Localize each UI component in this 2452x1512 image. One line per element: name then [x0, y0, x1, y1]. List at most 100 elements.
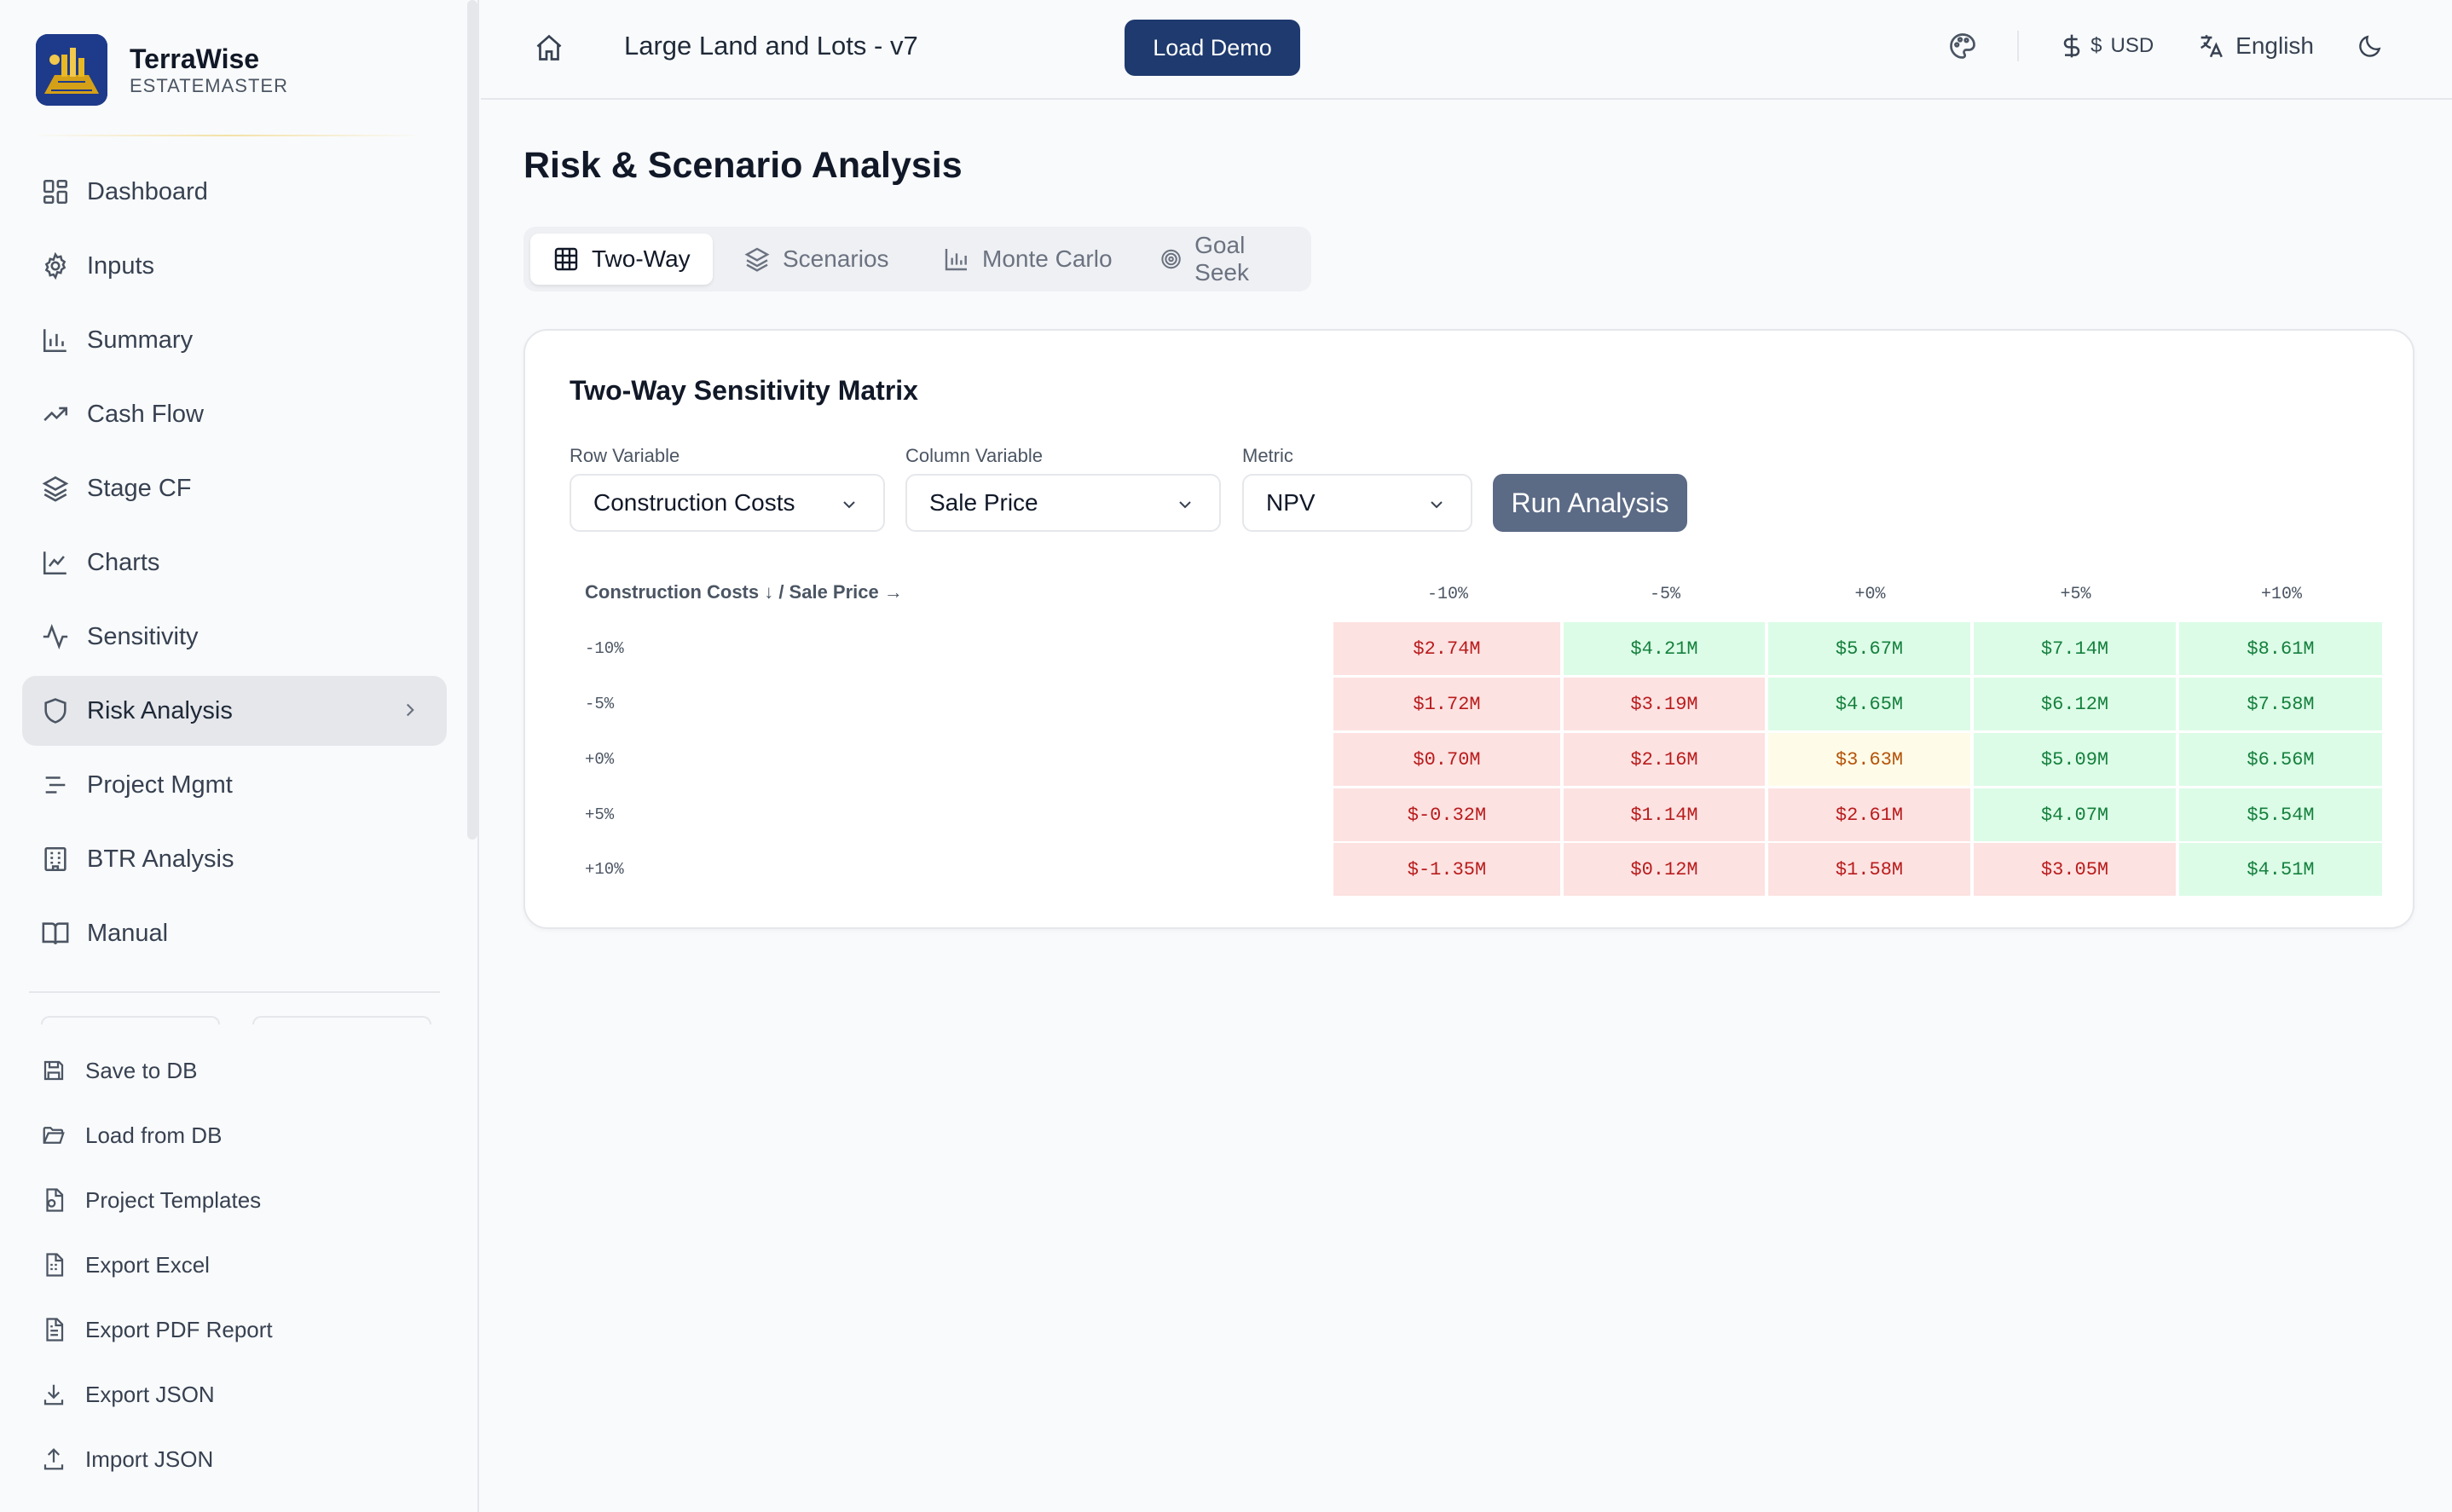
sidebar-item-manual[interactable]: Manual — [22, 898, 447, 968]
sidebar-collapsed-control[interactable] — [252, 1016, 431, 1024]
tab-two-way[interactable]: Two-Way — [530, 234, 713, 285]
export-json-button[interactable]: Export JSON — [41, 1362, 273, 1427]
layers-icon — [744, 247, 770, 272]
column-variable-label: Column Variable — [905, 445, 1044, 466]
tab-label: Goal Seek — [1194, 232, 1249, 286]
run-analysis-button[interactable]: Run Analysis — [1493, 474, 1687, 532]
matrix-cell: $-0.32M — [1333, 788, 1560, 841]
matrix-cell: $1.58M — [1768, 843, 1970, 896]
action-label: Project Templates — [85, 1186, 262, 1213]
spreadsheet-icon — [46, 1253, 64, 1277]
chevron-down-icon — [1431, 501, 1443, 509]
save-to-db-button[interactable]: Save to DB — [41, 1038, 273, 1103]
bar-chart-icon — [43, 329, 67, 353]
template-icon — [46, 1188, 64, 1212]
load-from-db-button[interactable]: Load from DB — [41, 1103, 273, 1168]
sidebar-actions: Save to DB Load from DB Project Template… — [41, 1038, 273, 1492]
sidebar-item-stage-cf[interactable]: Stage CF — [22, 453, 447, 523]
sidebar-nav: Dashboard Inputs Summary Cash Flow Stage… — [22, 157, 447, 972]
gear-icon — [44, 251, 67, 280]
matrix-corner-label: Construction Costs ↓ / Sale Price → — [585, 581, 903, 603]
sidebar-item-dashboard[interactable]: Dashboard — [22, 157, 447, 227]
tab-goal-seek[interactable]: Goal Seek — [1137, 232, 1311, 286]
building-icon — [44, 846, 67, 872]
line-chart-icon — [43, 551, 67, 575]
column-variable-select[interactable]: Sale Price — [905, 474, 1221, 532]
sidebar-divider — [29, 991, 440, 993]
sidebar-item-label: Inputs — [87, 251, 154, 280]
sidebar-item-label: Summary — [87, 326, 194, 354]
sidebar-scrollbar[interactable] — [467, 0, 477, 840]
matrix-cell: $2.16M — [1564, 733, 1765, 786]
metric-select[interactable]: NPV — [1242, 474, 1472, 532]
sidebar-item-summary[interactable]: Summary — [22, 305, 447, 375]
sidebar-item-label: Cash Flow — [87, 400, 204, 428]
chevron-right-icon — [406, 703, 414, 717]
action-label: Load from DB — [85, 1122, 223, 1148]
export-pdf-report-button[interactable]: Export PDF Report — [41, 1297, 273, 1362]
sidebar-item-risk-analysis[interactable]: Risk Analysis — [22, 676, 447, 746]
sidebar-item-cash-flow[interactable]: Cash Flow — [22, 379, 447, 449]
matrix-row-header: -5% — [585, 695, 615, 713]
target-icon — [1161, 249, 1181, 269]
sidebar-item-label: Manual — [87, 919, 169, 947]
language-label: English — [2235, 32, 2314, 59]
import-json-button[interactable]: Import JSON — [41, 1427, 273, 1492]
sidebar-item-label: Stage CF — [87, 474, 192, 502]
sidebar-item-inputs[interactable]: Inputs — [22, 231, 447, 301]
home-icon[interactable] — [534, 32, 564, 63]
language-selector[interactable]: English — [2196, 32, 2314, 61]
load-demo-button[interactable]: Load Demo — [1125, 20, 1300, 76]
sidebar-collapsed-control[interactable] — [41, 1016, 220, 1024]
sidebar-item-label: Project Mgmt — [87, 770, 233, 799]
action-label: Export JSON — [85, 1381, 215, 1407]
analysis-tabs: Two-Way Scenarios Monte Carlo Goal Seek — [523, 227, 1311, 291]
project-title: Large Land and Lots - v7 — [624, 31, 918, 61]
save-icon — [43, 1060, 64, 1081]
page-title: Risk & Scenario Analysis — [523, 145, 963, 186]
table-icon — [554, 247, 578, 271]
folder-open-icon — [43, 1127, 65, 1144]
matrix-cell: $2.74M — [1333, 622, 1560, 675]
sidebar-item-project-mgmt[interactable]: Project Mgmt — [22, 750, 447, 820]
sidebar-item-charts[interactable]: Charts — [22, 528, 447, 597]
tab-monte-carlo[interactable]: Monte Carlo — [921, 234, 1135, 285]
matrix-column-header: -5% — [1649, 585, 1680, 604]
sidebar-item-btr-analysis[interactable]: BTR Analysis — [22, 824, 447, 894]
matrix-cell: $1.72M — [1333, 678, 1560, 730]
matrix-cell: $6.56M — [2179, 733, 2382, 786]
header-controls: $ USD English — [1947, 31, 2384, 61]
upload-icon — [43, 1448, 64, 1470]
sidebar-item-label: Risk Analysis — [87, 696, 233, 724]
matrix-cell: $7.14M — [1974, 622, 2176, 675]
action-label: Export Excel — [85, 1251, 210, 1278]
project-templates-button[interactable]: Project Templates — [41, 1168, 273, 1232]
palette-icon[interactable] — [1947, 31, 1978, 61]
currency-symbol: $ — [2091, 34, 2102, 57]
matrix-cell: $5.09M — [1974, 733, 2176, 786]
sidebar: TerraWise ESTATEMASTER Dashboard Inputs … — [0, 0, 479, 1512]
tab-label: Scenarios — [783, 245, 889, 272]
sensitivity-card: Two-Way Sensitivity Matrix Row Variable … — [523, 329, 2414, 929]
matrix-row-header: +10% — [585, 860, 624, 879]
list-icon — [45, 776, 66, 794]
moon-icon[interactable] — [2357, 32, 2384, 60]
download-icon — [43, 1384, 64, 1405]
brand-name: TerraWise — [130, 43, 260, 74]
brand[interactable]: TerraWise ESTATEMASTER — [36, 34, 288, 106]
file-text-icon — [46, 1318, 64, 1342]
matrix-cell: $4.07M — [1974, 788, 2176, 841]
matrix-cell: $5.67M — [1768, 622, 1970, 675]
matrix-cell: $4.51M — [2179, 843, 2382, 896]
currency-code: USD — [2110, 34, 2154, 57]
matrix-cell: $2.61M — [1768, 788, 1970, 841]
matrix-column-header: +5% — [2060, 585, 2091, 604]
layers-icon — [42, 476, 69, 502]
export-excel-button[interactable]: Export Excel — [41, 1232, 273, 1297]
matrix-cell: $6.12M — [1974, 678, 2176, 730]
trending-up-icon — [43, 407, 68, 421]
tab-scenarios[interactable]: Scenarios — [721, 234, 911, 285]
currency-selector[interactable]: $ USD — [2058, 32, 2154, 61]
sidebar-item-sensitivity[interactable]: Sensitivity — [22, 602, 447, 672]
row-variable-select[interactable]: Construction Costs — [570, 474, 885, 532]
